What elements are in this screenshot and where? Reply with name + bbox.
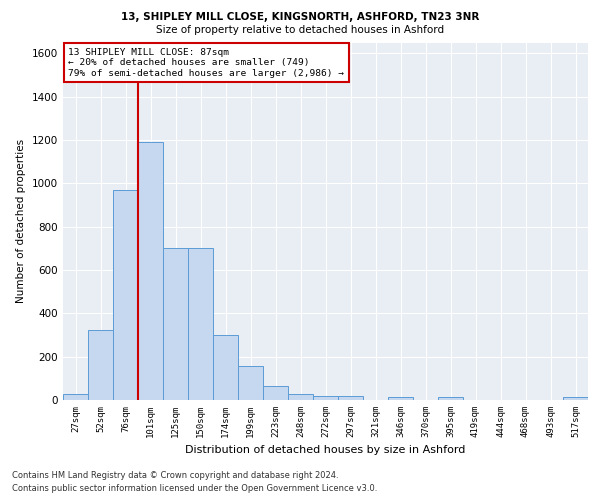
Text: 13 SHIPLEY MILL CLOSE: 87sqm
← 20% of detached houses are smaller (749)
79% of s: 13 SHIPLEY MILL CLOSE: 87sqm ← 20% of de…: [68, 48, 344, 78]
Bar: [138, 142, 163, 400]
Bar: [63, 394, 88, 400]
Bar: [388, 397, 413, 400]
Bar: [238, 366, 263, 400]
Bar: [338, 396, 363, 400]
Text: Contains HM Land Registry data © Crown copyright and database right 2024.: Contains HM Land Registry data © Crown c…: [12, 470, 338, 480]
Text: Contains public sector information licensed under the Open Government Licence v3: Contains public sector information licen…: [12, 484, 377, 493]
Y-axis label: Number of detached properties: Number of detached properties: [16, 139, 26, 304]
Bar: [438, 397, 463, 400]
Text: Size of property relative to detached houses in Ashford: Size of property relative to detached ho…: [156, 25, 444, 35]
Text: 13, SHIPLEY MILL CLOSE, KINGSNORTH, ASHFORD, TN23 3NR: 13, SHIPLEY MILL CLOSE, KINGSNORTH, ASHF…: [121, 12, 479, 22]
Bar: [263, 386, 288, 400]
Bar: [213, 335, 238, 400]
Bar: [163, 248, 188, 400]
X-axis label: Distribution of detached houses by size in Ashford: Distribution of detached houses by size …: [185, 446, 466, 456]
Bar: [288, 394, 313, 400]
Bar: [563, 397, 588, 400]
Bar: [113, 190, 138, 400]
Bar: [188, 248, 213, 400]
Bar: [88, 330, 113, 400]
Bar: [313, 396, 338, 400]
